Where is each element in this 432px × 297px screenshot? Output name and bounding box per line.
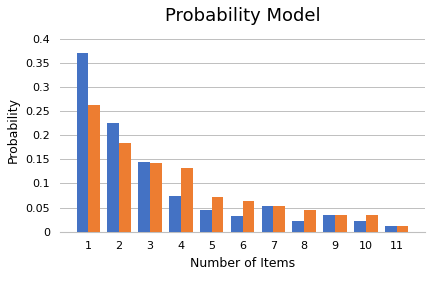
Bar (397, 226, 409, 232)
Bar (88, 105, 100, 232)
Bar (108, 123, 119, 232)
Bar (138, 162, 150, 232)
Bar (169, 197, 181, 232)
Bar (366, 215, 378, 232)
Bar (273, 206, 285, 232)
Bar (262, 206, 273, 232)
Bar (304, 211, 316, 232)
Bar (335, 215, 347, 232)
Bar (150, 163, 162, 232)
Bar (212, 197, 223, 232)
Bar (242, 201, 254, 232)
Bar (323, 215, 335, 232)
X-axis label: Number of Items: Number of Items (190, 257, 295, 270)
Bar (181, 168, 193, 232)
Bar (119, 143, 131, 232)
Bar (200, 211, 212, 232)
Bar (385, 226, 397, 232)
Bar (354, 221, 366, 232)
Bar (76, 53, 88, 232)
Y-axis label: Probability: Probability (7, 97, 20, 163)
Title: Probability Model: Probability Model (165, 7, 320, 25)
Bar (231, 216, 242, 232)
Bar (292, 221, 304, 232)
